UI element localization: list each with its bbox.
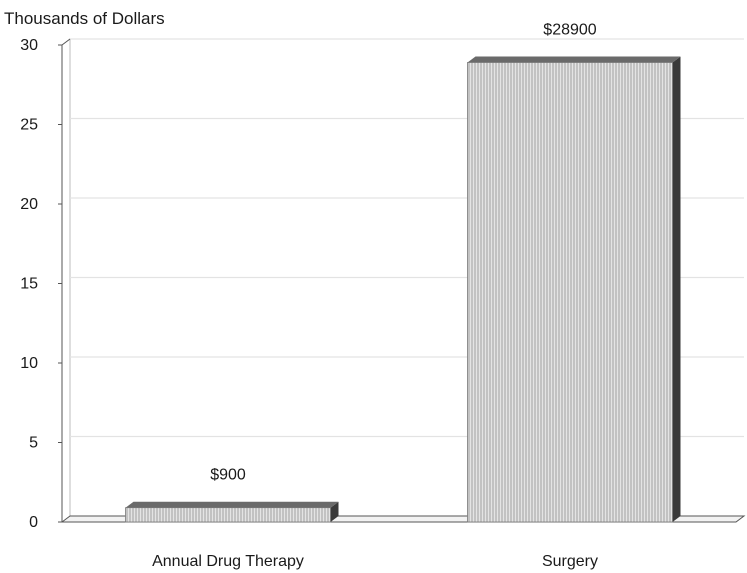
y-tick-label: 30 [20,37,38,54]
y-tick-label: 20 [20,196,38,213]
gridlines [70,38,744,438]
y-tick-labels: 0 5 10 15 20 25 30 [20,37,62,531]
bar-side [330,501,339,522]
data-label: $28900 [543,21,596,38]
labels: $900 Annual Drug Therapy $28900 Surgery [152,21,598,570]
x-category-label: Annual Drug Therapy [152,553,304,570]
y-axis-depth [61,38,71,46]
bar [125,507,331,523]
bar-top [125,501,339,508]
y-tick-label: 5 [29,435,38,452]
y-axis-title: Thousands of Dollars [4,9,165,28]
y-tick-label: 10 [20,355,38,372]
y-tick-label: 15 [20,276,38,293]
y-tick-label: 25 [20,117,38,134]
data-label: $900 [210,467,246,484]
y-tick-label: 0 [29,514,38,531]
x-category-label: Surgery [542,553,598,570]
bar-side [672,56,681,523]
bar-top [467,56,681,63]
bar [467,62,673,523]
bars [125,56,681,523]
